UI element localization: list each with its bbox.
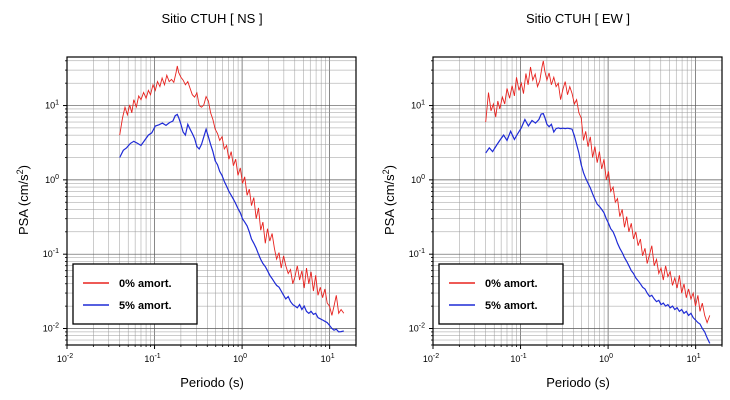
y-axis-label: PSA (cm/s2) bbox=[15, 165, 31, 235]
x-axis-label: Periodo (s) bbox=[546, 375, 610, 390]
x-tick-base: 10 bbox=[144, 354, 154, 364]
y-tick-base: 10 bbox=[409, 249, 419, 259]
y-tick-label: 10-1 bbox=[409, 248, 425, 259]
legend-box bbox=[438, 263, 564, 325]
y-tick-label: 10-2 bbox=[43, 323, 59, 334]
x-tick-exp: 1 bbox=[331, 353, 335, 360]
y-tick-base: 10 bbox=[411, 101, 421, 111]
x-tick-base: 10 bbox=[423, 354, 433, 364]
chart-ew: Sitio CTUH [ EW ] 10-2 10-1 100 10110-210-1… bbox=[381, 11, 723, 390]
x-tick-base: 10 bbox=[687, 354, 697, 364]
y-axis-label-end: ) bbox=[16, 165, 31, 169]
y-tick-label: 10-1 bbox=[43, 248, 59, 259]
plot-frame bbox=[66, 56, 357, 346]
legend-label: 0% amort. bbox=[119, 278, 172, 290]
y-tick-base: 10 bbox=[409, 324, 419, 334]
x-tick-label: 10-2 bbox=[57, 353, 73, 364]
x-tick-label: 101 bbox=[321, 353, 335, 364]
y-tick-exp: -2 bbox=[53, 323, 59, 330]
legend-label: 5% amort. bbox=[119, 300, 172, 312]
y-axis-label-main: PSA (cm/s bbox=[16, 174, 31, 235]
x-tick-label: 100 bbox=[599, 353, 613, 364]
y-axis-label-end: ) bbox=[382, 165, 397, 169]
legend-box bbox=[72, 263, 198, 325]
y-tick-base: 10 bbox=[45, 101, 55, 111]
y-tick-label: 101 bbox=[45, 100, 59, 111]
x-tick-exp: 0 bbox=[609, 353, 613, 360]
x-tick-label: 10-1 bbox=[510, 353, 526, 364]
x-tick-exp: -2 bbox=[67, 353, 73, 360]
y-tick-exp: -2 bbox=[419, 323, 425, 330]
plot-frame bbox=[432, 56, 723, 346]
x-tick-base: 10 bbox=[321, 354, 331, 364]
chart-title: Sitio CTUH [ NS ] bbox=[161, 11, 262, 26]
y-tick-base: 10 bbox=[43, 249, 53, 259]
x-tick-label: 100 bbox=[233, 353, 247, 364]
x-tick-exp: -2 bbox=[433, 353, 439, 360]
chart-ns: Sitio CTUH [ NS ] 10-2 10-1 100 10110-210-1… bbox=[15, 11, 357, 390]
y-tick-exp: 0 bbox=[421, 174, 425, 181]
y-tick-exp: 1 bbox=[421, 100, 425, 107]
x-tick-exp: 1 bbox=[697, 353, 701, 360]
series-line bbox=[119, 65, 345, 316]
x-tick-base: 10 bbox=[233, 354, 243, 364]
y-tick-exp: 1 bbox=[55, 100, 59, 107]
y-axis-label-main: PSA (cm/s bbox=[382, 174, 397, 235]
legend-label: 5% amort. bbox=[485, 300, 538, 312]
y-tick-base: 10 bbox=[411, 175, 421, 185]
x-tick-label: 101 bbox=[687, 353, 701, 364]
legend: 0% amort. 5% amort. bbox=[72, 263, 198, 325]
x-tick-exp: -1 bbox=[154, 353, 160, 360]
y-tick-base: 10 bbox=[43, 324, 53, 334]
y-axis-label: PSA (cm/s2) bbox=[381, 165, 397, 235]
x-tick-exp: -1 bbox=[520, 353, 526, 360]
x-tick-label: 10-2 bbox=[423, 353, 439, 364]
legend-label: 0% amort. bbox=[485, 278, 538, 290]
y-axis-label-sup: 2 bbox=[381, 169, 391, 174]
y-tick-label: 101 bbox=[411, 100, 425, 111]
series-line bbox=[119, 113, 344, 333]
x-tick-base: 10 bbox=[57, 354, 67, 364]
y-tick-label: 100 bbox=[411, 174, 425, 185]
x-tick-base: 10 bbox=[599, 354, 609, 364]
x-tick-exp: 0 bbox=[243, 353, 247, 360]
x-axis-label: Periodo (s) bbox=[180, 375, 244, 390]
y-tick-label: 100 bbox=[45, 174, 59, 185]
series-line bbox=[485, 60, 711, 324]
x-tick-label: 10-1 bbox=[144, 353, 160, 364]
y-axis-label-sup: 2 bbox=[15, 169, 25, 174]
series-line bbox=[485, 112, 711, 344]
x-tick-base: 10 bbox=[510, 354, 520, 364]
y-tick-exp: -1 bbox=[53, 248, 59, 255]
chart-title: Sitio CTUH [ EW ] bbox=[526, 11, 630, 26]
y-tick-exp: 0 bbox=[55, 174, 59, 181]
legend: 0% amort. 5% amort. bbox=[438, 263, 564, 325]
y-tick-base: 10 bbox=[45, 175, 55, 185]
y-tick-exp: -1 bbox=[419, 248, 425, 255]
y-tick-label: 10-2 bbox=[409, 323, 425, 334]
